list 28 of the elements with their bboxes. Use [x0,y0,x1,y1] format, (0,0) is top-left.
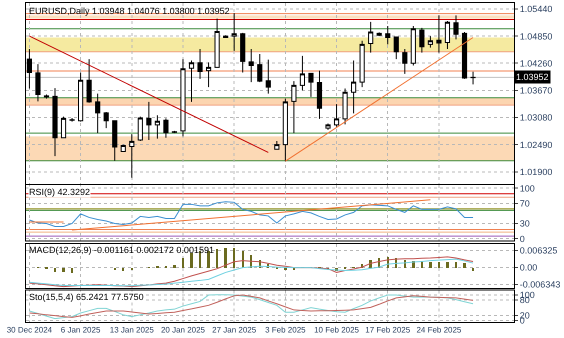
x-tick-label: 6 Jan 2025 [60,326,101,335]
y-tick-label: 1.03670 [520,86,552,96]
ref-line-label: 1.03952 [516,72,549,82]
x-tick-label: 13 Jan 2025 [110,326,154,335]
x-tick-label: 10 Feb 2025 [314,326,360,335]
y-tick-label: 1.05440 [520,4,552,14]
chart-title: MACD(12,26,9) -0.001161 0.002172 0.001591 [29,245,214,255]
y-tick-label: 1.02490 [520,140,552,150]
chart-title: EURUSD,Daily 1.03948 1.04076 1.03800 1.03952 [29,6,230,16]
y-tick-label: 70 [520,198,530,208]
y-tick-label: 30 [520,218,530,229]
x-tick-label: 24 Feb 2025 [416,326,462,335]
y-tick-label: 100 [520,183,535,194]
x-tick-label: 30 Dec 2024 [6,326,53,335]
y-tick-label: 1.01900 [520,166,552,177]
x-tick-label: 17 Feb 2025 [365,326,411,335]
y-tick-label: 1.03080 [520,112,552,123]
y-tick-label: 0.00 [520,262,538,273]
y-tick-label: -0.006343 [520,279,560,290]
y-tick-label: 0.006325 [520,246,558,256]
chart-title: RSI(9) 42.3292 [29,187,90,197]
x-tick-label: 3 Feb 2025 [265,326,306,335]
chart-title: Sto(15,5,4) 65.2421 77.5750 [29,292,144,302]
y-tick-label: 0 [520,234,525,244]
y-tick-label: 1.04260 [520,58,552,68]
x-tick-label: 20 Jan 2025 [160,326,206,335]
y-tick-label: 1.04850 [520,31,552,42]
x-tick-label: 27 Jan 2025 [212,326,257,335]
